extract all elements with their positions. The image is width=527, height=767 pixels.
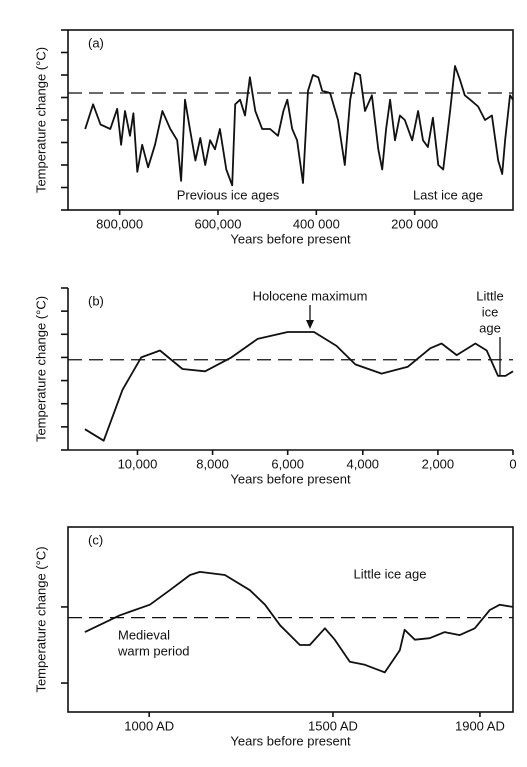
annotation: Last ice age xyxy=(413,187,483,202)
x-tick-label: 1900 AD xyxy=(455,718,505,733)
x-tick-label: 10,000 xyxy=(118,456,158,471)
panel-label: (a) xyxy=(88,35,104,50)
temperature-line xyxy=(84,65,514,187)
x-tick-label: 6,000 xyxy=(271,456,304,471)
annotation: warm period xyxy=(117,643,190,658)
annotation: Previous ice ages xyxy=(177,187,280,202)
arrow-head xyxy=(306,320,314,329)
x-tick-label: 4,000 xyxy=(347,456,380,471)
y-axis-label: Temperature change (°C) xyxy=(33,546,48,692)
x-tick-label: 8,000 xyxy=(196,456,229,471)
x-axis-label: Years before present xyxy=(230,231,351,246)
annotation: age xyxy=(479,320,501,335)
plot-frame xyxy=(67,526,514,713)
x-tick-label: 600,000 xyxy=(194,216,241,231)
x-axis-label: Years before present xyxy=(230,471,351,486)
x-axis-label: Years before present xyxy=(230,733,351,748)
annotation: Medieval xyxy=(118,627,170,642)
annotation: Little ice age xyxy=(354,566,427,581)
annotation: Little xyxy=(476,288,503,303)
x-tick-label: 0 xyxy=(509,456,516,471)
x-tick-label: 2,000 xyxy=(422,456,455,471)
y-axis-label: Temperature change (°C) xyxy=(33,296,48,442)
annotation: Holocene maximum xyxy=(253,288,368,303)
x-tick-label: 800,000 xyxy=(96,216,143,231)
temperature-line xyxy=(84,331,514,442)
x-tick-label: 400 000 xyxy=(293,216,340,231)
x-tick-label: 1500 AD xyxy=(308,718,358,733)
x-tick-label: 200 000 xyxy=(391,216,438,231)
panel-label: (b) xyxy=(88,293,104,308)
annotation: ice xyxy=(482,304,499,319)
y-axis-label: Temperature change (°C) xyxy=(33,47,48,193)
panel-label: (c) xyxy=(88,532,103,547)
x-tick-label: 1000 AD xyxy=(124,718,174,733)
temperature-line xyxy=(84,571,513,674)
